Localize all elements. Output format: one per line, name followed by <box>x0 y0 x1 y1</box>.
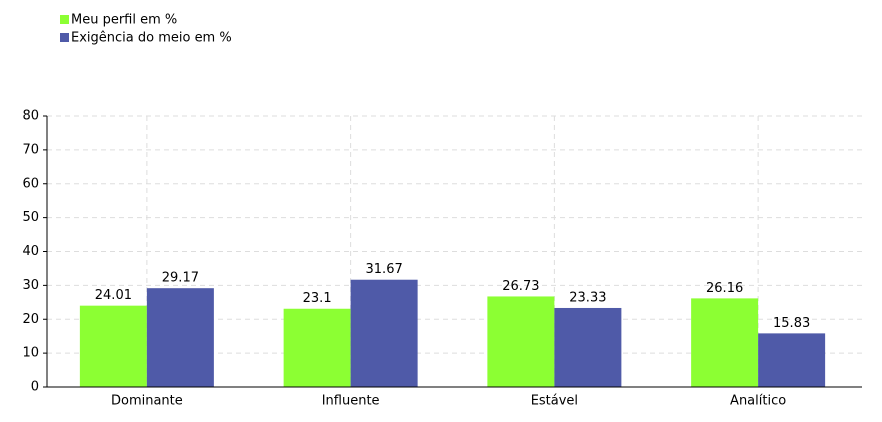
data-label: 29.17 <box>162 271 199 286</box>
x-tick-label: Influente <box>322 394 380 409</box>
bar <box>283 308 351 387</box>
bar <box>350 279 418 387</box>
bar <box>554 307 622 387</box>
data-label: 23.1 <box>303 291 332 306</box>
y-tick-label: 40 <box>22 244 39 259</box>
data-label: 26.16 <box>706 281 743 296</box>
bar <box>146 288 214 387</box>
x-tick-label: Analítico <box>730 394 786 409</box>
y-tick-label: 70 <box>22 142 39 157</box>
bar <box>691 298 759 387</box>
y-tick-label: 20 <box>22 312 39 327</box>
bar <box>79 305 147 387</box>
data-label: 26.73 <box>502 279 539 294</box>
legend-label: Meu perfil em % <box>71 13 177 28</box>
y-tick-label: 60 <box>22 176 39 191</box>
data-label: 24.01 <box>95 288 132 303</box>
y-tick-label: 50 <box>22 210 39 225</box>
y-tick-label: 30 <box>22 278 39 293</box>
y-tick-label: 10 <box>22 346 39 361</box>
data-label: 15.83 <box>773 316 810 331</box>
x-tick-label: Dominante <box>111 394 183 409</box>
x-tick-label: Estável <box>531 394 578 409</box>
y-tick-label: 0 <box>31 380 39 395</box>
bar <box>487 296 555 387</box>
legend-marker <box>60 33 69 42</box>
legend-marker <box>60 15 69 24</box>
data-label: 23.33 <box>569 290 606 305</box>
data-label: 31.67 <box>366 262 403 277</box>
bar <box>758 333 826 387</box>
y-tick-label: 80 <box>22 109 39 124</box>
legend-label: Exigência do meio em % <box>71 31 232 46</box>
